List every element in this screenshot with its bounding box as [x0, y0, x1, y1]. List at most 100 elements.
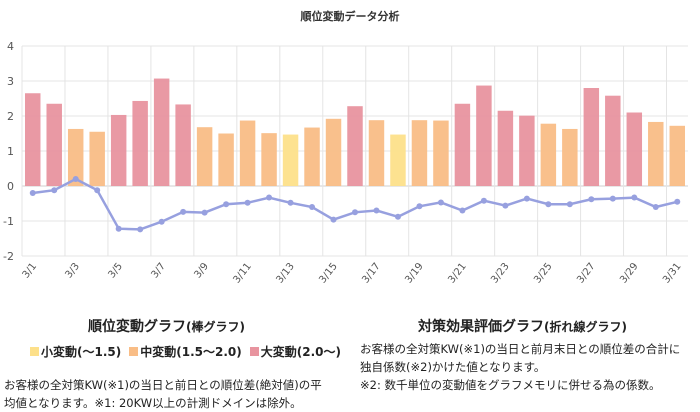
line-point-3/4[interactable] — [94, 187, 101, 194]
line-point-3/11[interactable] — [244, 199, 251, 206]
line-point-3/2[interactable] — [51, 187, 58, 194]
x-tick-label: 3/27 — [575, 261, 598, 285]
line-point-3/21[interactable] — [459, 207, 466, 214]
line-point-3/8[interactable] — [180, 208, 187, 215]
x-tick-label: 3/5 — [106, 261, 125, 280]
line-layer — [29, 176, 681, 233]
bar-3/8[interactable] — [175, 104, 191, 186]
line-point-3/3[interactable] — [72, 176, 79, 182]
line-point-3/29[interactable] — [631, 194, 638, 201]
bar-3/7[interactable] — [153, 78, 170, 186]
legend-item-large[interactable]: 大変動(2.0〜) — [249, 343, 341, 360]
line-point-3/30[interactable] — [652, 204, 659, 210]
y-tick-label: 0 — [7, 180, 14, 193]
bar-layer — [25, 78, 685, 187]
bar-3/1[interactable] — [25, 93, 41, 186]
bar-3/23[interactable] — [497, 110, 514, 186]
y-tick-label: 2 — [7, 110, 14, 123]
line-point-3/7[interactable] — [158, 218, 165, 225]
y-axis-ticks: -2 -1 0 1 2 3 4 — [3, 40, 14, 263]
line-point-3/28[interactable] — [609, 195, 616, 202]
legend-label-medium: 中変動(1.5〜2.0) — [140, 345, 242, 359]
bar-3/25[interactable] — [540, 123, 557, 186]
line-point-3/27[interactable] — [588, 196, 595, 203]
y-tick-label: 1 — [7, 145, 14, 158]
line-point-3/9[interactable] — [201, 209, 208, 216]
line-point-3/10[interactable] — [223, 201, 230, 208]
line-point-3/16[interactable] — [352, 209, 358, 216]
chart-title: 順位変動データ分析 — [300, 10, 400, 23]
bar-3/31[interactable] — [669, 125, 685, 186]
line-point-3/6[interactable] — [137, 226, 144, 233]
bar-3/2[interactable] — [46, 103, 62, 186]
line-point-3/26[interactable] — [566, 201, 573, 208]
x-axis-ticks: 3/1 3/3 3/5 3/7 3/9 3/11 3/13 3/15 3/17 3/19 3/21 3… — [21, 261, 684, 285]
legend-label-small: 小変動(〜1.5) — [41, 345, 122, 359]
line-point-3/17[interactable] — [373, 207, 380, 214]
bar-3/10[interactable] — [218, 133, 234, 187]
x-tick-label: 3/25 — [532, 261, 555, 285]
bar-3/9[interactable] — [196, 127, 213, 186]
bar-3/27[interactable] — [583, 88, 600, 186]
bar-3/12[interactable] — [261, 133, 277, 186]
y-tick-label: -2 — [3, 250, 14, 263]
x-tick-label: 3/1 — [21, 261, 40, 280]
left-section-note: お客様の全対策KW(※1)の当日と前日との順位差(絶対値)の平 均値となります。… — [4, 378, 322, 410]
x-tick-label: 3/17 — [360, 261, 383, 285]
right-section-note: お客様の全対策KW(※1)の当日と前月末日との順位差の合計に 独自係数(※2)か… — [360, 342, 681, 392]
left-section-title: 順位変動グラフ(棒グラフ) — [88, 319, 245, 335]
line-point-3/18[interactable] — [394, 213, 401, 220]
y-tick-label: 4 — [7, 40, 14, 53]
bar-3/17[interactable] — [368, 120, 385, 186]
bar-3/11[interactable] — [239, 120, 256, 186]
line-point-3/25[interactable] — [545, 201, 552, 208]
line-point-3/13[interactable] — [287, 199, 294, 206]
bar-3/6[interactable] — [132, 100, 148, 186]
right-section-title: 対策効果評価グラフ(折れ線グラフ) — [418, 319, 627, 335]
x-tick-label: 3/9 — [192, 261, 211, 280]
legend-item-medium[interactable]: 中変動(1.5〜2.0) — [129, 343, 242, 360]
bar-3/18[interactable] — [390, 134, 406, 186]
line-point-3/12[interactable] — [266, 194, 273, 201]
bar-3/29[interactable] — [626, 112, 643, 187]
bar-3/14[interactable] — [304, 127, 320, 186]
legend-swatch-large — [249, 347, 259, 356]
line-point-3/19[interactable] — [416, 203, 423, 210]
bar-3/20[interactable] — [433, 120, 449, 186]
bar-3/30[interactable] — [648, 121, 664, 186]
bar-3/5[interactable] — [110, 114, 127, 186]
line-point-3/22[interactable] — [480, 197, 487, 204]
bar-3/13[interactable] — [282, 134, 299, 186]
x-tick-label: 3/31 — [661, 261, 684, 285]
x-tick-label: 3/29 — [618, 261, 641, 285]
right-section-subtitle: (折れ線グラフ) — [544, 320, 627, 334]
x-tick-label: 3/23 — [489, 261, 512, 285]
line-point-3/24[interactable] — [523, 195, 530, 202]
bar-3/19[interactable] — [411, 120, 428, 186]
x-tick-label: 3/13 — [274, 261, 297, 285]
line-point-3/14[interactable] — [309, 204, 316, 210]
bar-3/3[interactable] — [67, 128, 84, 186]
bar-3/24[interactable] — [519, 115, 535, 186]
left-section-subtitle: (棒グラフ) — [186, 320, 245, 334]
bar-3/15[interactable] — [325, 118, 342, 186]
bar-3/16[interactable] — [347, 106, 363, 186]
bar-3/26[interactable] — [562, 128, 578, 186]
bar-3/28[interactable] — [605, 95, 621, 186]
legend-item-small[interactable]: 小変動(〜1.5) — [30, 343, 121, 360]
x-tick-label: 3/19 — [403, 261, 426, 285]
x-tick-label: 3/7 — [149, 261, 168, 280]
bar-3/21[interactable] — [454, 103, 471, 186]
bar-3/22[interactable] — [476, 85, 492, 186]
bar-3/4[interactable] — [89, 131, 105, 186]
line-point-3/31[interactable] — [674, 198, 681, 205]
legend-swatch-small — [30, 347, 39, 356]
bar-legend: 小変動(〜1.5) 中変動(1.5〜2.0) 大変動(2.0〜) — [30, 343, 341, 360]
y-tick-label: -1 — [3, 215, 14, 228]
line-point-3/1[interactable] — [29, 190, 36, 196]
line-point-3/23[interactable] — [502, 202, 509, 209]
line-point-3/15[interactable] — [330, 216, 337, 223]
line-point-3/5[interactable] — [115, 225, 122, 232]
line-point-3/20[interactable] — [437, 199, 444, 206]
